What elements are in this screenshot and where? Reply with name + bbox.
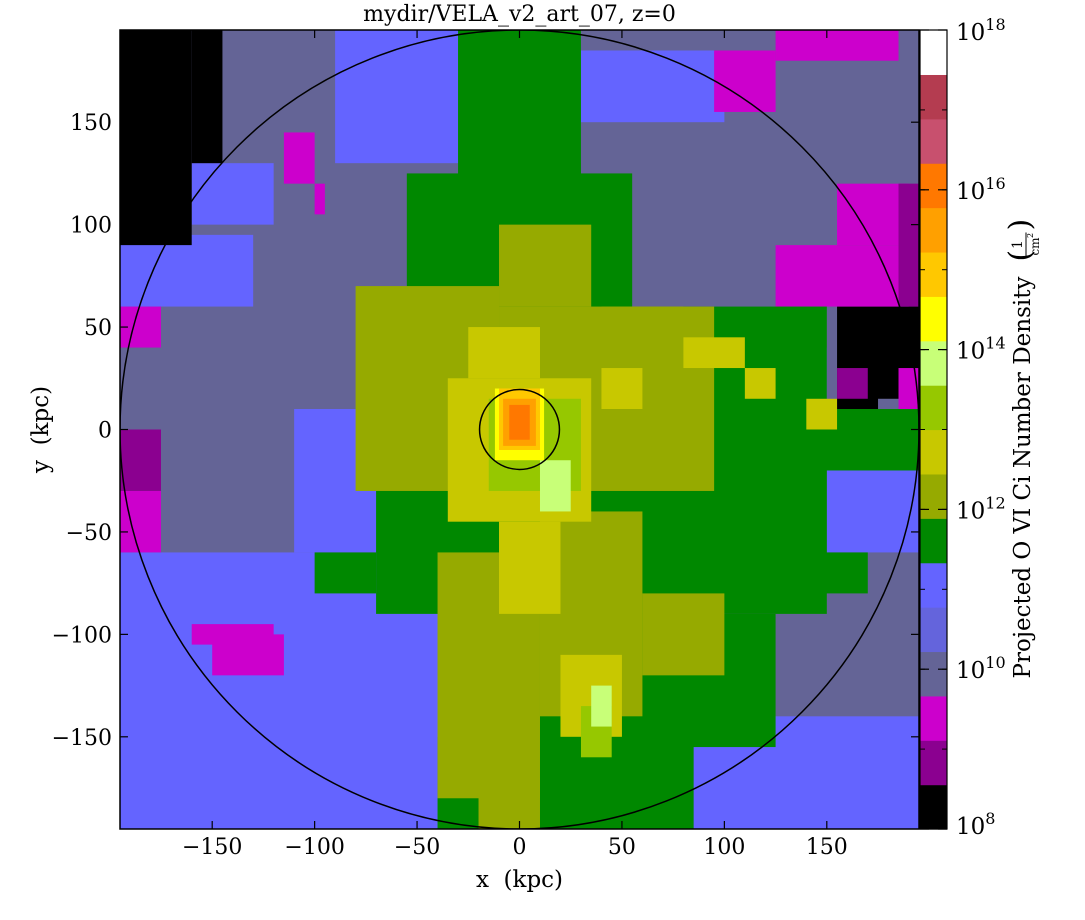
x-axis-ticks: −150 −100 −50 0 50 100 150 [182, 30, 848, 860]
colorbar-tick-label: 108 [956, 809, 995, 840]
colorbar-segment [920, 740, 947, 786]
heatmap-cell-11 [120, 30, 192, 246]
y-tick-label: −150 [52, 726, 112, 751]
heatmap-cell-49 [744, 368, 776, 399]
heatmap-cell-36 [314, 552, 377, 594]
unit-paren-left: ( [1003, 250, 1038, 262]
heatmap-cell-20 [714, 50, 776, 112]
y-axis-ticks: −150 −100 −50 0 50 100 150 [52, 111, 919, 751]
heatmap-cell-44 [478, 777, 540, 829]
colorbar-tick-label: 1014 [956, 334, 1006, 365]
heatmap-cell-17 [120, 429, 161, 491]
colorbar-segment [920, 607, 947, 653]
unit-paren-right: ) [1003, 219, 1038, 231]
heatmap-cell-39 [499, 224, 592, 307]
heatmap-cell-48 [683, 337, 745, 369]
colorbar-segment [920, 30, 947, 75]
unit-denominator-exp: 2 [1026, 233, 1035, 238]
colorbar-ticks: 108 1010 1012 1014 1016 1018 [920, 15, 1006, 840]
unit-numerator: 1 [1010, 240, 1026, 249]
colorbar-tick-label: 1018 [956, 15, 1006, 46]
heatmap-cell-31 [458, 30, 581, 184]
colorbar-segment [920, 562, 947, 608]
colorbar-segment [920, 784, 947, 830]
colorbar-segment [920, 429, 947, 475]
colorbar-segment [920, 473, 947, 519]
heatmap-cell-27 [283, 132, 315, 184]
heatmap-cell-19 [191, 624, 274, 645]
colorbar-segment [920, 518, 947, 564]
y-tick-label: 100 [70, 214, 112, 239]
heatmap-cell-46 [468, 327, 540, 379]
y-tick-label: 50 [84, 316, 112, 341]
colorbar-tick-label: 1012 [956, 493, 1006, 524]
heatmap-cell-23 [837, 183, 909, 246]
heatmap-cell-22 [775, 245, 909, 307]
unit-denominator: cm [1028, 237, 1042, 256]
heatmap-cell-35 [816, 552, 868, 594]
heatmap-cell-34 [775, 409, 919, 471]
colorbar-segment [920, 163, 947, 209]
y-tick-label: 150 [70, 111, 112, 136]
heatmap-cell-60 [509, 404, 530, 440]
heatmap-cell-24 [898, 183, 919, 307]
heatmap-cell-21 [775, 30, 899, 61]
heatmap-cell-40 [601, 306, 684, 369]
x-tick-label: 0 [513, 835, 527, 860]
y-tick-label: 0 [98, 419, 112, 444]
colorbar-label-text: Projected O VI Ci Number Density [1010, 277, 1036, 679]
colorbar-segment [920, 118, 947, 164]
heatmap-cell-2 [120, 234, 254, 307]
y-axis-label: y (kpc) [28, 386, 54, 474]
inner-radius-circle [478, 388, 561, 471]
colorbar-segment [920, 340, 947, 386]
colorbar-segment [920, 651, 947, 697]
x-tick-label: 100 [703, 835, 745, 860]
x-tick-label: −100 [284, 835, 344, 860]
colorbar-segment [920, 296, 947, 342]
x-axis-label: x (kpc) [476, 867, 563, 893]
heatmap-cell-3 [580, 50, 725, 123]
heatmap-cell-51 [499, 521, 561, 614]
colorbar-segment [920, 74, 947, 120]
y-tick-label: −100 [52, 623, 112, 648]
heatmap-cell-50 [806, 398, 838, 430]
heatmap-cell-10 [191, 163, 274, 225]
y-tick-label: −50 [66, 521, 112, 546]
x-tick-label: −150 [182, 835, 242, 860]
radius-circles [120, 30, 919, 829]
colorbar-segment [920, 695, 947, 741]
colorbar-label: Projected O VI Ci Number Density ( 1 cm … [1003, 219, 1042, 679]
heatmap-cell-47 [601, 368, 643, 410]
heatmap-cell-43 [642, 593, 725, 676]
colorbar [920, 30, 947, 830]
x-tick-label: −50 [394, 835, 440, 860]
colorbar-tick-label: 1010 [956, 653, 1006, 684]
colorbar-segment [920, 385, 947, 431]
heatmap-cell-25 [837, 368, 868, 399]
heatmap-image [120, 30, 919, 829]
x-tick-label: 150 [806, 835, 848, 860]
colorbar-segment [920, 251, 947, 297]
heatmap-cell-56 [591, 685, 612, 727]
heatmap-cell-12 [191, 30, 223, 164]
colorbar-segment [920, 207, 947, 253]
chart-title: mydir/VELA_v2_art_07, z=0 [363, 2, 676, 27]
heatmap-cell-55 [539, 460, 571, 512]
colorbar-unit: ( 1 cm 2 ) [1003, 219, 1042, 262]
heatmap-cell-28 [314, 183, 325, 215]
colorbar-tick-label: 1016 [956, 174, 1006, 205]
x-tick-label: 50 [608, 835, 636, 860]
